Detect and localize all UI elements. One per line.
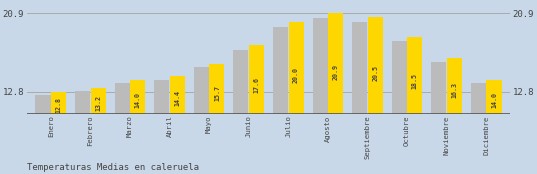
- Bar: [313, 18, 328, 174]
- Text: 17.6: 17.6: [253, 77, 259, 93]
- Text: Temperaturas Medias en caleruela: Temperaturas Medias en caleruela: [27, 163, 199, 172]
- Text: 20.5: 20.5: [372, 65, 378, 81]
- Bar: [352, 22, 367, 174]
- Bar: [368, 17, 383, 174]
- Text: 20.9: 20.9: [333, 64, 339, 80]
- Bar: [447, 58, 462, 174]
- Bar: [249, 45, 264, 174]
- Bar: [431, 62, 446, 174]
- Text: 12.8: 12.8: [56, 97, 62, 113]
- Bar: [234, 50, 249, 174]
- Bar: [170, 76, 185, 174]
- Bar: [487, 80, 502, 174]
- Text: 14.0: 14.0: [135, 92, 141, 108]
- Bar: [408, 37, 423, 174]
- Bar: [51, 92, 66, 174]
- Bar: [75, 91, 90, 174]
- Bar: [391, 41, 407, 174]
- Bar: [209, 64, 224, 174]
- Text: 14.4: 14.4: [175, 90, 180, 106]
- Bar: [154, 80, 169, 174]
- Bar: [471, 84, 486, 174]
- Text: 18.5: 18.5: [412, 73, 418, 89]
- Text: 15.7: 15.7: [214, 85, 220, 101]
- Bar: [328, 13, 343, 174]
- Bar: [194, 68, 209, 174]
- Bar: [114, 84, 129, 174]
- Bar: [35, 95, 50, 174]
- Text: 20.0: 20.0: [293, 67, 299, 83]
- Text: 14.0: 14.0: [491, 92, 497, 108]
- Bar: [273, 27, 288, 174]
- Text: 16.3: 16.3: [452, 82, 458, 98]
- Bar: [91, 88, 106, 174]
- Bar: [288, 22, 303, 174]
- Bar: [130, 80, 146, 174]
- Text: 13.2: 13.2: [95, 95, 101, 111]
